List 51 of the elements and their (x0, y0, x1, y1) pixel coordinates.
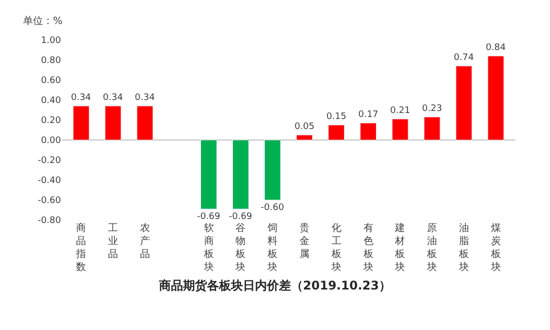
data-label: 0.21 (390, 106, 410, 116)
x-tick-label: 煤炭板块 (490, 222, 501, 273)
bar (424, 116, 440, 140)
data-label: 0.15 (326, 112, 346, 122)
bar (360, 122, 376, 140)
data-label: 0.74 (454, 53, 474, 63)
bar (200, 140, 217, 210)
bar (136, 106, 154, 140)
x-tick-label: 谷物板块 (234, 222, 246, 273)
y-tick-label: -0.60 (38, 196, 62, 206)
x-tick-label: 商品指数 (75, 222, 86, 273)
data-label: 0.05 (294, 122, 314, 132)
bar (456, 66, 472, 140)
data-label: 0.17 (358, 110, 378, 120)
bar (488, 56, 504, 140)
x-tick-label: 工业品 (108, 223, 118, 260)
x-tick-label: 饲料板块 (266, 223, 278, 273)
y-tick-label: 0.80 (40, 56, 62, 66)
y-tick-label: 1.00 (40, 36, 62, 46)
x-tick-label: 油脂板块 (458, 222, 469, 273)
data-label: 0.34 (70, 93, 92, 103)
bar (392, 118, 408, 140)
data-label: 0.84 (486, 43, 506, 53)
y-tick-label: -0.40 (38, 176, 62, 186)
data-label: -0.69 (196, 212, 221, 222)
data-label: -0.69 (228, 212, 252, 222)
bar (264, 140, 281, 200)
x-tick-label: 原油板块 (426, 223, 438, 273)
y-tick-label: 0.60 (40, 76, 62, 86)
y-tick-label: 0.20 (40, 116, 62, 126)
y-tick-label: -0.20 (38, 156, 62, 166)
x-tick-label: 有色板块 (362, 222, 374, 273)
bar (104, 106, 122, 140)
data-label: 0.23 (422, 104, 442, 114)
x-tick-label: 化工板块 (330, 222, 342, 273)
data-label: 0.34 (102, 93, 124, 103)
y-tick-label: -0.80 (38, 216, 62, 226)
data-label: 0.34 (134, 93, 156, 103)
text: 商品期货各板块日内价差（2019.10.23） (158, 278, 391, 293)
bar (296, 134, 313, 140)
data-label: -0.60 (260, 203, 284, 213)
x-tick-label: 农产品 (140, 223, 150, 260)
x-tick-label: 贵金属 (299, 222, 310, 260)
bar (328, 124, 345, 140)
y-tick-label: 0.40 (40, 96, 62, 106)
bar (232, 140, 249, 210)
x-tick-label: 软商板块 (202, 222, 214, 273)
x-tick-label: 建材板块 (394, 222, 406, 273)
y-tick-label: 0.00 (40, 136, 62, 146)
y-axis-title: 单位：% (23, 15, 63, 27)
bar (72, 106, 90, 140)
